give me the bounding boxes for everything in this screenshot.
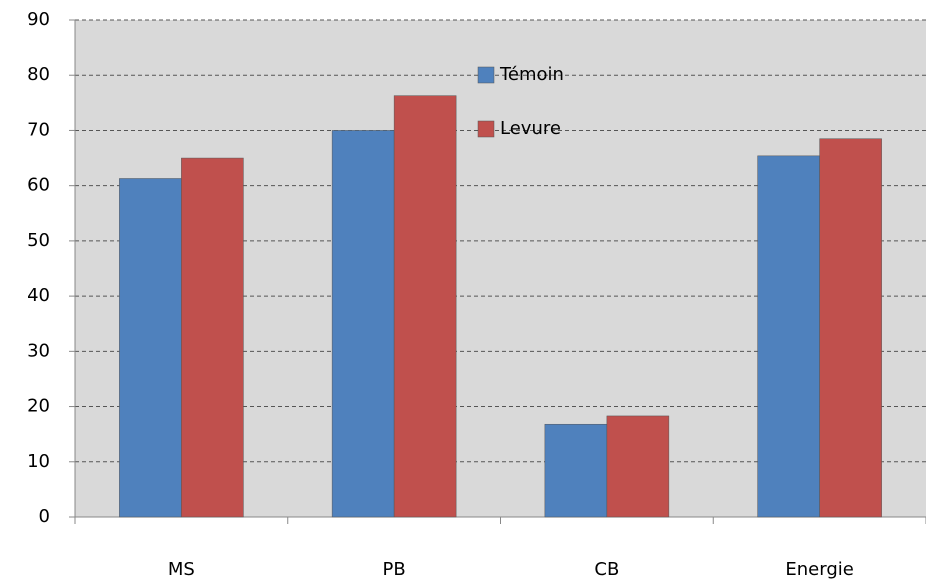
x-tick-label: MS: [168, 559, 195, 580]
y-tick-label: 10: [27, 451, 50, 472]
legend-swatch: [477, 66, 495, 84]
legend-label: Témoin: [499, 64, 564, 85]
legend-label: Levure: [500, 118, 561, 139]
bar: [181, 157, 244, 518]
y-tick-label: 90: [27, 9, 50, 30]
bar: [819, 138, 882, 518]
y-tick-label: 30: [27, 340, 50, 361]
bar: [119, 178, 182, 518]
bar: [757, 155, 820, 518]
y-tick-label: 20: [27, 396, 50, 417]
y-tick-label: 60: [27, 175, 50, 196]
x-tick-label: PB: [383, 559, 406, 580]
x-tick-label: Energie: [785, 559, 853, 580]
bar: [393, 95, 457, 518]
bar: [544, 423, 608, 518]
y-tick-label: 40: [27, 285, 50, 306]
bar: [606, 415, 670, 518]
legend-swatch: [477, 120, 495, 138]
x-tick-label: CB: [594, 559, 619, 580]
y-tick-label: 0: [39, 506, 50, 527]
y-tick-label: 80: [27, 64, 50, 85]
y-tick-label: 50: [27, 230, 50, 251]
bar: [331, 130, 395, 518]
y-tick-label: 70: [27, 119, 50, 140]
